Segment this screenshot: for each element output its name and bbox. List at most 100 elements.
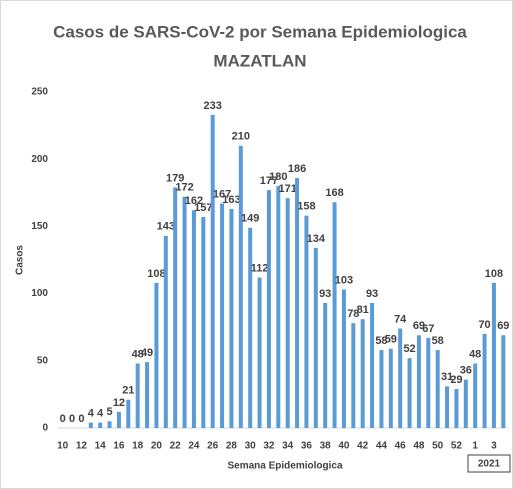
bar	[379, 350, 384, 428]
bar	[304, 215, 309, 428]
bar	[491, 282, 496, 428]
x-tick-label: 42	[357, 441, 369, 452]
bar	[201, 216, 206, 428]
data-label: 21	[122, 385, 134, 397]
data-label: 177	[260, 175, 278, 187]
bar	[501, 335, 506, 428]
data-label: 29	[450, 374, 462, 386]
bar	[182, 196, 187, 428]
data-label: 67	[422, 323, 434, 335]
data-label: 171	[279, 183, 297, 195]
x-tick-label: 34	[282, 441, 294, 452]
bar	[407, 358, 412, 428]
data-label: 112	[251, 262, 269, 274]
bar	[398, 328, 403, 428]
data-label: 93	[319, 288, 331, 300]
x-tick-label: 24	[188, 441, 200, 452]
bar	[435, 350, 440, 428]
x-tick-label: 3	[491, 441, 497, 452]
y-tick-label: 150	[31, 221, 48, 232]
bar	[482, 333, 487, 428]
data-label: 167	[213, 188, 231, 200]
x-axis-label: Semana Epidemiologica	[227, 461, 342, 472]
bar	[388, 348, 393, 428]
x-tick-label: 18	[132, 441, 144, 452]
annotation: 2021	[478, 459, 501, 470]
data-label: 36	[460, 365, 472, 377]
bar	[416, 335, 421, 428]
data-label: 59	[385, 334, 397, 346]
data-label: 0	[69, 413, 75, 425]
data-label: 81	[357, 304, 369, 316]
bar	[323, 303, 328, 428]
bar	[285, 198, 290, 428]
data-label: 210	[232, 131, 250, 143]
data-label: 103	[335, 274, 353, 286]
data-label: 70	[478, 319, 490, 331]
bar	[341, 289, 346, 428]
y-tick-label: 250	[31, 87, 48, 98]
x-tick-label: 52	[451, 441, 463, 452]
data-label: 108	[147, 268, 165, 280]
x-tick-label: 38	[320, 441, 332, 452]
bar	[145, 362, 150, 428]
bar	[135, 363, 140, 428]
data-label: 0	[78, 413, 84, 425]
x-tick-label: 32	[263, 441, 275, 452]
bar	[351, 323, 356, 428]
bar	[220, 203, 225, 428]
bar	[295, 178, 300, 428]
x-tick-label: 40	[338, 441, 350, 452]
bar	[191, 210, 196, 428]
x-tick-label: 12	[76, 441, 88, 452]
x-tick-label: 44	[376, 441, 388, 452]
bar	[98, 422, 103, 428]
data-label: 93	[366, 288, 378, 300]
data-label: 48	[469, 348, 481, 360]
bar	[370, 303, 375, 428]
bar	[426, 337, 431, 428]
data-label: 233	[204, 100, 222, 112]
data-label: 186	[288, 163, 306, 175]
data-label: 74	[394, 313, 407, 325]
x-tick-label: 14	[95, 441, 107, 452]
x-tick-label: 36	[301, 441, 313, 452]
data-label: 180	[269, 171, 287, 183]
bar	[473, 363, 478, 428]
data-label: 143	[157, 221, 175, 233]
x-tick-label: 48	[413, 441, 425, 452]
data-label: 149	[241, 213, 259, 225]
data-label: 4	[97, 408, 104, 420]
data-label: 5	[107, 406, 113, 418]
data-label: 179	[166, 172, 184, 184]
data-label: 172	[175, 182, 193, 194]
bar	[248, 227, 253, 428]
y-axis-label: Casos	[15, 245, 26, 275]
bar	[332, 202, 337, 428]
x-tick-label: 16	[113, 441, 125, 452]
bar	[163, 235, 168, 428]
bar	[116, 411, 121, 428]
bar	[126, 399, 131, 428]
x-tick-label: 1	[472, 441, 478, 452]
data-label: 4	[88, 408, 95, 420]
x-tick-label: 46	[395, 441, 407, 452]
x-tick-label: 10	[57, 441, 69, 452]
data-label: 163	[222, 194, 240, 206]
data-label: 158	[297, 201, 315, 213]
bar	[210, 114, 215, 429]
annotation-box	[467, 454, 511, 473]
data-label: 58	[432, 335, 444, 347]
data-label: 48	[132, 348, 144, 360]
bar	[154, 282, 159, 428]
x-tick-label: 50	[432, 441, 444, 452]
x-tick-label: 28	[226, 441, 238, 452]
data-label: 12	[113, 397, 125, 409]
x-tick-label: 26	[207, 441, 219, 452]
x-tick-label: 22	[170, 441, 182, 452]
data-label: 31	[441, 371, 453, 383]
y-tick-label: 200	[31, 154, 48, 165]
data-label: 157	[194, 202, 212, 214]
data-label: 49	[141, 347, 153, 359]
